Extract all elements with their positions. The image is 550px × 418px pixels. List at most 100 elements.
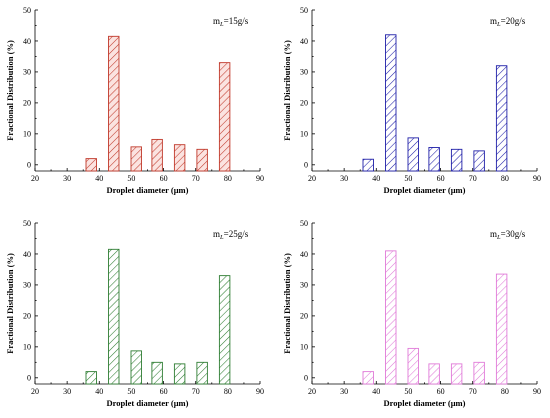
y-tick-label: 30 [300,68,308,77]
x-tick-label: 80 [224,174,232,183]
x-tick-label: 30 [63,174,71,183]
legend-main: m [490,229,497,239]
x-tick-label: 50 [127,174,135,183]
chart-tl: 0 10 20 30 40 50 20 30 40 50 60 70 80 90 Droplet diame… [5,6,264,195]
bar [407,347,419,385]
y-tick-label: 40 [300,250,308,259]
bar [450,148,463,172]
legend-main: m [213,16,220,26]
bar [495,65,508,172]
x-tick-label: 70 [192,174,200,183]
x-tick-label: 60 [437,174,445,183]
x-tick-label: 20 [31,387,39,396]
legend-main: m [490,16,497,26]
bar [151,138,163,172]
bar [85,158,97,172]
bar [130,146,142,172]
bar [473,361,485,385]
bar [385,34,397,172]
bar [218,62,231,172]
bar [130,350,142,385]
legend-main: m [213,229,220,239]
y-tick-label: 40 [300,37,308,46]
y-tick-label: 10 [23,343,31,352]
chart-tr: 0 10 20 30 40 50 20 30 40 50 60 70 80 90 Droplet diame… [282,6,541,195]
chart-br: 0 10 20 30 40 50 20 30 40 50 60 70 80 90 Droplet diame… [282,219,541,408]
y-tick-label: 0 [304,374,308,383]
x-tick-label: 90 [256,174,264,183]
legend-label: mL=20g/s [490,16,526,28]
x-tick-label: 20 [308,387,316,396]
x-tick-label: 80 [501,387,509,396]
bar [473,150,485,172]
y-tick-label: 50 [300,219,308,228]
x-axis-title: Droplet diameter (μm) [107,185,189,195]
x-tick-label: 80 [501,174,509,183]
bar [428,147,440,172]
legend-label: mL=15g/s [213,16,249,28]
legend-rest: =30g/s [501,229,526,239]
x-tick-label: 60 [160,387,168,396]
y-tick-label: 50 [23,6,31,15]
x-tick-label: 20 [31,174,39,183]
bar [407,137,419,172]
x-tick-label: 40 [372,387,380,396]
y-tick-label: 10 [300,343,308,352]
y-tick-label: 0 [27,161,31,170]
y-tick-label: 30 [23,68,31,77]
bar [196,148,208,172]
x-tick-label: 50 [127,387,135,396]
x-tick-label: 70 [192,387,200,396]
x-axis-title: Droplet diameter (μm) [384,398,466,408]
y-tick-label: 40 [23,250,31,259]
bar [151,361,163,385]
y-tick-label: 20 [23,99,31,108]
x-tick-label: 20 [308,174,316,183]
x-axis-title: Droplet diameter (μm) [384,185,466,195]
bar [495,273,508,385]
bar [173,363,186,385]
bar [362,371,374,385]
x-tick-label: 50 [404,387,412,396]
bar [428,363,440,385]
x-tick-label: 30 [340,174,348,183]
legend-rest: =25g/s [224,229,249,239]
bar [173,144,186,172]
y-tick-label: 0 [304,161,308,170]
y-axis-title: Fractional Distribution (%) [5,253,15,354]
x-tick-label: 70 [469,174,477,183]
x-tick-label: 60 [437,387,445,396]
bar [108,248,120,385]
x-tick-label: 90 [256,387,264,396]
x-tick-label: 40 [95,387,103,396]
x-tick-label: 50 [404,174,412,183]
y-tick-label: 20 [300,312,308,321]
bar [218,275,231,385]
x-tick-label: 70 [469,387,477,396]
legend-sub: L [219,234,224,241]
chart-bl: 0 10 20 30 40 50 20 30 40 50 60 70 80 90 Droplet diame… [5,219,264,408]
y-axis-title: Fractional Distribution (%) [282,253,292,354]
bar [85,371,97,385]
y-tick-label: 10 [300,130,308,139]
x-tick-label: 30 [63,387,71,396]
y-tick-label: 0 [27,374,31,383]
x-tick-label: 40 [95,174,103,183]
x-tick-label: 40 [372,174,380,183]
x-tick-label: 60 [160,174,168,183]
legend-sub: L [219,21,224,28]
legend-rest: =20g/s [501,16,526,26]
x-tick-label: 90 [533,387,541,396]
legend-label: mL=25g/s [213,229,249,241]
legend-rest: =15g/s [224,16,249,26]
legend-sub: L [496,234,501,241]
y-tick-label: 50 [300,6,308,15]
y-axis-title: Fractional Distribution (%) [282,40,292,141]
y-tick-label: 40 [23,37,31,46]
bar [196,361,208,385]
y-tick-label: 20 [23,312,31,321]
bar [362,158,374,172]
bar [450,363,463,385]
x-tick-label: 30 [340,387,348,396]
